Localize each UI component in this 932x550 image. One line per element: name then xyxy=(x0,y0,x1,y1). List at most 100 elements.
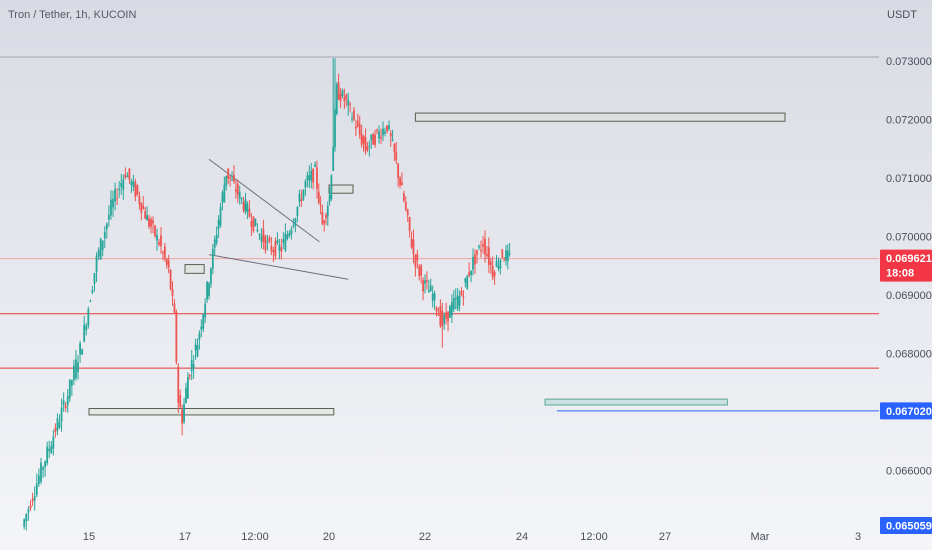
candle-body xyxy=(162,251,164,253)
candle-body xyxy=(140,203,143,213)
candle-body xyxy=(134,182,137,197)
candle-body xyxy=(260,235,263,242)
candle-body xyxy=(326,205,329,217)
candle-body xyxy=(60,407,63,422)
candle-body xyxy=(304,181,307,188)
candle-body xyxy=(478,246,480,248)
candle-body xyxy=(208,283,210,297)
time-tick-label: 24 xyxy=(516,531,528,543)
candle-body xyxy=(410,238,413,248)
candle-body xyxy=(160,235,162,247)
zone-rectangle-0 xyxy=(88,407,335,416)
candle-body xyxy=(213,239,216,248)
candle-body xyxy=(420,265,423,276)
candle-body xyxy=(505,250,507,261)
candle-body xyxy=(288,232,291,236)
candle-body xyxy=(380,136,382,139)
price-badge-timer: 18:08 xyxy=(886,268,914,280)
candle-body xyxy=(229,176,232,179)
candle-body xyxy=(325,214,327,219)
candle-body xyxy=(211,248,214,269)
candle-body xyxy=(185,387,187,403)
candle-body xyxy=(188,374,191,377)
candle-body xyxy=(114,189,116,202)
candle-body xyxy=(179,395,182,408)
candle-body xyxy=(296,207,299,216)
candle-body xyxy=(391,139,394,141)
candle-body xyxy=(323,220,326,224)
candle-body xyxy=(354,126,357,129)
candle-body xyxy=(144,211,147,219)
candle-body xyxy=(376,129,378,131)
candle-body xyxy=(445,312,448,319)
candle-body xyxy=(480,249,482,251)
candle-body xyxy=(56,418,59,431)
candle-body xyxy=(314,164,316,167)
candle-body xyxy=(42,467,44,470)
candle-body xyxy=(181,409,184,424)
candle-body xyxy=(506,250,509,262)
candle-body xyxy=(158,242,160,245)
candle-body xyxy=(116,198,119,200)
candle-body xyxy=(118,188,121,190)
candle-body xyxy=(156,234,158,241)
chart-title: Tron / Tether, 1h, KUCOIN xyxy=(8,9,136,21)
candle-body xyxy=(426,279,428,282)
candle-body xyxy=(362,136,365,144)
candle-body xyxy=(242,202,245,211)
candle-body xyxy=(54,427,57,433)
candle-body xyxy=(482,244,484,247)
candle-body xyxy=(217,220,220,229)
candle-body xyxy=(68,379,71,399)
candle-body xyxy=(364,137,367,151)
candle-body xyxy=(427,290,430,293)
candle-body xyxy=(105,223,108,230)
candle-body xyxy=(95,255,98,273)
price-badge-label-2: 0.065059 xyxy=(886,521,932,533)
candle-body xyxy=(441,310,444,327)
price-tick-label: 0.072000 xyxy=(886,115,932,127)
candle-body xyxy=(486,254,488,256)
candle-body xyxy=(335,84,338,114)
candle-body xyxy=(223,184,226,203)
candle-body xyxy=(300,199,303,202)
candle-body xyxy=(62,400,65,406)
candle-body xyxy=(282,239,285,243)
price-tick-label: 0.069000 xyxy=(886,290,932,302)
candle-body xyxy=(198,333,201,340)
candle-body xyxy=(274,240,277,257)
candle-body xyxy=(337,82,340,100)
candle-body xyxy=(171,289,174,296)
time-tick-label: Mar xyxy=(751,531,770,543)
candle-body xyxy=(93,272,96,284)
candle-body xyxy=(404,201,407,210)
candle-body xyxy=(503,260,506,262)
candle-body xyxy=(424,280,426,284)
candle-body xyxy=(290,229,293,235)
candle-body xyxy=(317,191,320,204)
candle-body xyxy=(186,377,189,399)
candle-body xyxy=(231,179,233,181)
candle-body xyxy=(321,212,324,225)
candle-body xyxy=(308,175,311,181)
candle-body xyxy=(85,325,88,331)
price-tick-label: 0.068000 xyxy=(886,349,932,361)
candle-body xyxy=(389,133,392,137)
candle-body xyxy=(472,256,474,270)
candle-body xyxy=(192,363,195,369)
candle-body xyxy=(52,436,55,449)
candle-body xyxy=(316,167,318,189)
candle-body xyxy=(190,360,193,371)
candle-body xyxy=(395,151,398,161)
candle-body xyxy=(491,265,494,278)
zone-rectangle-4 xyxy=(544,398,728,406)
candle-body xyxy=(202,314,205,329)
candle-body xyxy=(439,306,442,326)
candle-body xyxy=(368,145,371,147)
candle-body xyxy=(233,175,235,182)
candle-body xyxy=(50,445,53,454)
candle-body xyxy=(384,131,386,134)
candle-body xyxy=(165,258,168,265)
